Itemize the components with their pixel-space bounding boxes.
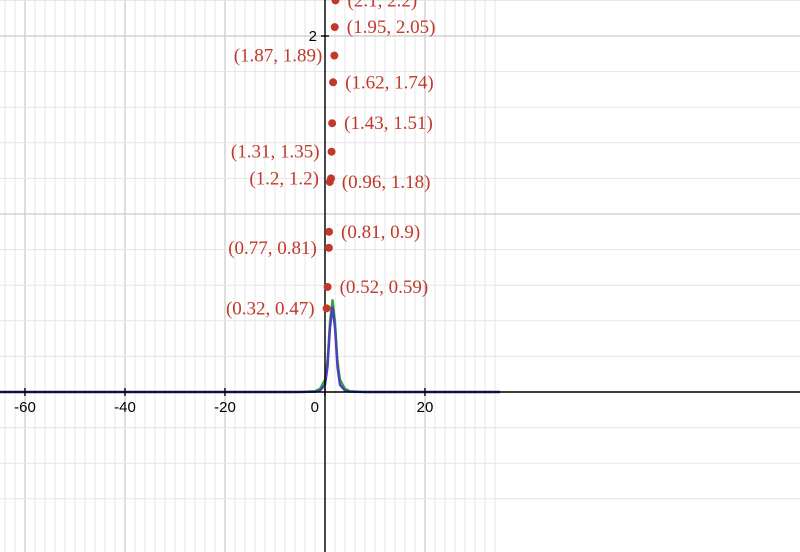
point-label: (1.2, 1.2) — [249, 168, 319, 189]
data-point — [329, 78, 337, 86]
point-label: (1.95, 2.05) — [347, 17, 436, 38]
point-label: (1.62, 1.74) — [345, 72, 434, 93]
x-tick-label: -20 — [214, 399, 236, 416]
chart-canvas: -60 -40 -20 0 20 2 (2.1, 2.2) (1.95, 2.05) (1.87… — [0, 0, 800, 552]
data-point — [330, 52, 338, 60]
point-label: (1.43, 1.51) — [344, 113, 433, 134]
point-label: (0.52, 0.59) — [340, 277, 429, 298]
data-point — [324, 283, 332, 291]
data-point — [325, 228, 333, 236]
data-point — [332, 0, 340, 4]
y-tick-label: 2 — [309, 28, 317, 45]
data-point — [331, 23, 339, 31]
chart-svg: -60 -40 -20 0 20 2 (2.1, 2.2) (1.95, 2.05) (1.87… — [0, 0, 800, 552]
point-label: (0.32, 0.47) — [226, 298, 315, 319]
scatter-points: (2.1, 2.2) (1.95, 2.05) (1.87, 1.89) (1.62,… — [226, 0, 435, 319]
data-point — [328, 119, 336, 127]
data-point — [323, 304, 331, 312]
x-tick-label: -60 — [14, 399, 36, 416]
point-label: (2.1, 2.2) — [348, 0, 418, 11]
data-point — [328, 148, 336, 156]
point-label: (0.77, 0.81) — [228, 238, 317, 259]
point-label: (0.81, 0.9) — [341, 222, 420, 243]
data-point — [326, 178, 334, 186]
x-tick-label: -40 — [114, 399, 136, 416]
point-label: (0.96, 1.18) — [342, 172, 431, 193]
point-label: (1.87, 1.89) — [234, 46, 323, 67]
x-tick-label: 0 — [311, 399, 319, 416]
point-label: (1.31, 1.35) — [231, 142, 320, 163]
data-point — [325, 244, 333, 252]
x-tick-label: 20 — [417, 399, 434, 416]
